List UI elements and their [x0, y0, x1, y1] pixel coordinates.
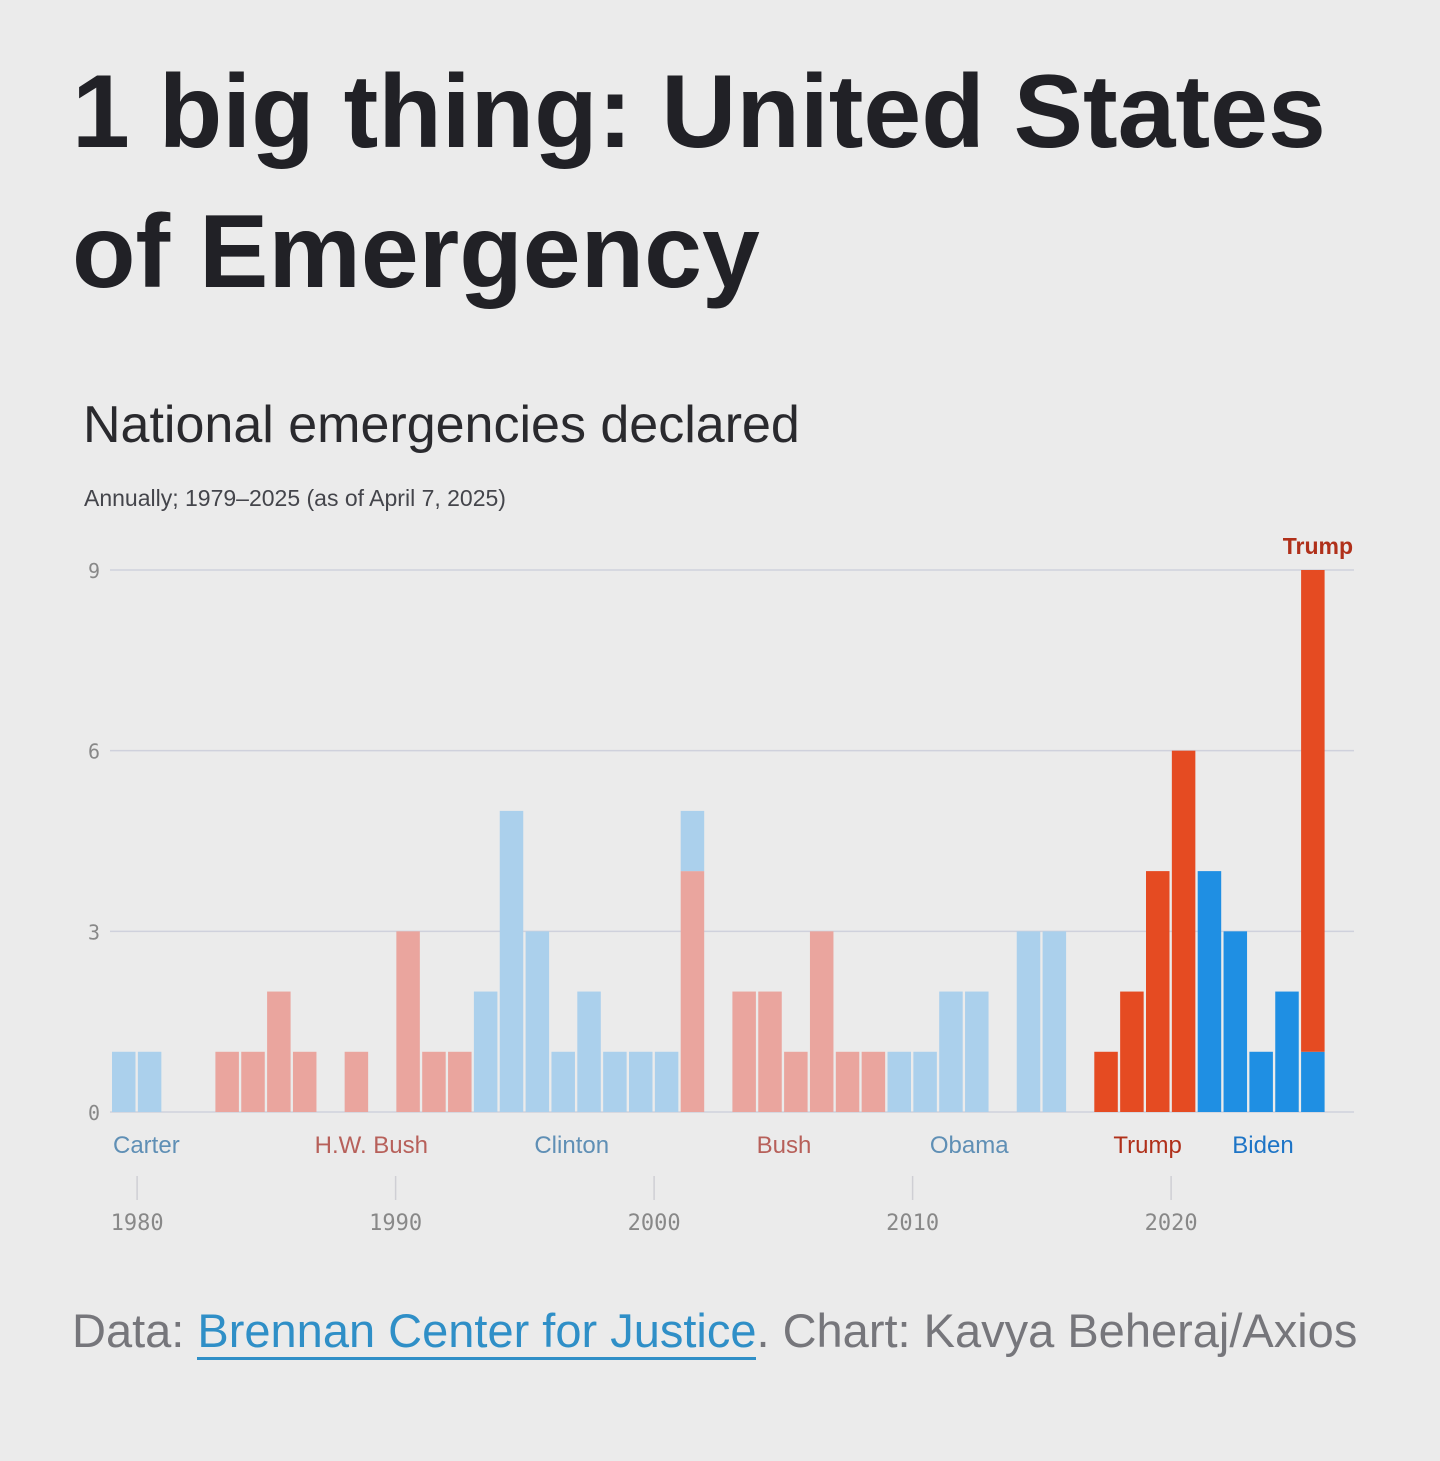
y-tick-label: 3	[88, 920, 100, 944]
bar-2010-obama	[913, 1051, 937, 1112]
bar-2005-bush	[784, 1051, 808, 1112]
chart-subtitle: Annually; 1979–2025 (as of April 7, 2025…	[84, 485, 506, 511]
bar-2003-bush	[732, 991, 756, 1112]
bar-2014-obama	[1016, 931, 1041, 1112]
y-tick-label: 9	[88, 559, 100, 583]
y-tick-label: 6	[88, 740, 100, 764]
y-tick-label: 0	[88, 1101, 100, 1125]
x-tick-label: 1990	[369, 1211, 422, 1236]
bar-1988-reagan	[344, 1051, 369, 1112]
chart-title: National emergencies declared	[83, 396, 800, 454]
bar-1985-reagan	[267, 991, 291, 1112]
president-label: Carter	[113, 1132, 180, 1159]
bar-2015-obama	[1042, 931, 1067, 1112]
bar-2001-clinton-2001-	[680, 810, 705, 872]
bar-1998-clinton	[603, 1051, 627, 1112]
bar-2006-bush	[809, 931, 834, 1112]
bar-2017-trump	[1094, 1051, 1118, 1112]
bar-2008-bush	[861, 1051, 886, 1112]
bar-2001-bush	[680, 871, 705, 1112]
president-label: Bush	[757, 1132, 812, 1159]
bar-1979-carter	[112, 1051, 136, 1112]
bar-1993-clinton	[473, 991, 498, 1112]
bar-1999-clinton	[629, 1051, 653, 1112]
x-tick-label: 2020	[1145, 1211, 1198, 1236]
source-link[interactable]: Brennan Center for Justice	[197, 1304, 757, 1360]
bar-2000-clinton	[654, 1051, 679, 1112]
bar-2012-obama	[965, 991, 989, 1112]
source-note: Data: Brennan Center for Justice. Chart:…	[72, 1292, 1372, 1370]
x-tick-label: 2010	[886, 1211, 939, 1236]
source-suffix: . Chart: Kavya Beheraj/Axios	[756, 1304, 1358, 1357]
x-tick-label: 1980	[111, 1211, 164, 1236]
bar-2024-biden	[1275, 991, 1299, 1112]
bar-1994-clinton	[499, 810, 524, 1112]
president-label: Obama	[930, 1132, 1009, 1159]
president-label: Trump	[1113, 1132, 1181, 1159]
headline: 1 big thing: United States of Emergency	[72, 54, 1326, 310]
bar-2022-biden	[1223, 931, 1248, 1112]
bar-2009-obama	[887, 1051, 911, 1112]
bar-2025-biden	[1301, 1051, 1325, 1112]
bar-2018-trump	[1120, 991, 1144, 1112]
bar-1990-h-w-bush	[396, 931, 420, 1112]
bar-2019-trump	[1146, 871, 1170, 1112]
bar-2025-trump-2025-	[1301, 570, 1325, 1052]
bar-1984-reagan	[241, 1051, 265, 1112]
bar-2023-biden	[1249, 1051, 1273, 1112]
bar-1986-reagan	[292, 1051, 317, 1112]
bar-1992-h-w-bush	[448, 1051, 472, 1112]
bar-1983-reagan	[215, 1051, 239, 1112]
bar-2020-trump	[1171, 750, 1196, 1112]
bar-2021-biden	[1197, 871, 1222, 1112]
bar-1996-clinton	[551, 1051, 575, 1112]
president-label: Clinton	[534, 1132, 609, 1159]
bar-2011-obama	[939, 991, 963, 1112]
president-label: Biden	[1232, 1132, 1293, 1159]
bar-1991-h-w-bush	[422, 1051, 446, 1112]
bar-1995-clinton	[525, 931, 550, 1112]
bar-1980-carter	[137, 1051, 162, 1112]
x-tick-label: 2000	[628, 1211, 681, 1236]
bar-2007-bush	[835, 1051, 860, 1112]
top-label: Trump	[1283, 533, 1353, 559]
bar-2004-bush	[758, 991, 782, 1112]
president-label: H.W. Bush	[315, 1132, 428, 1159]
emergencies-bar-chart: 0 3 6 9 Carter H.W. Bush Clinton Bush Obama Trump…	[88, 533, 1354, 1236]
source-prefix: Data:	[72, 1304, 198, 1357]
bar-1997-clinton	[577, 991, 601, 1112]
